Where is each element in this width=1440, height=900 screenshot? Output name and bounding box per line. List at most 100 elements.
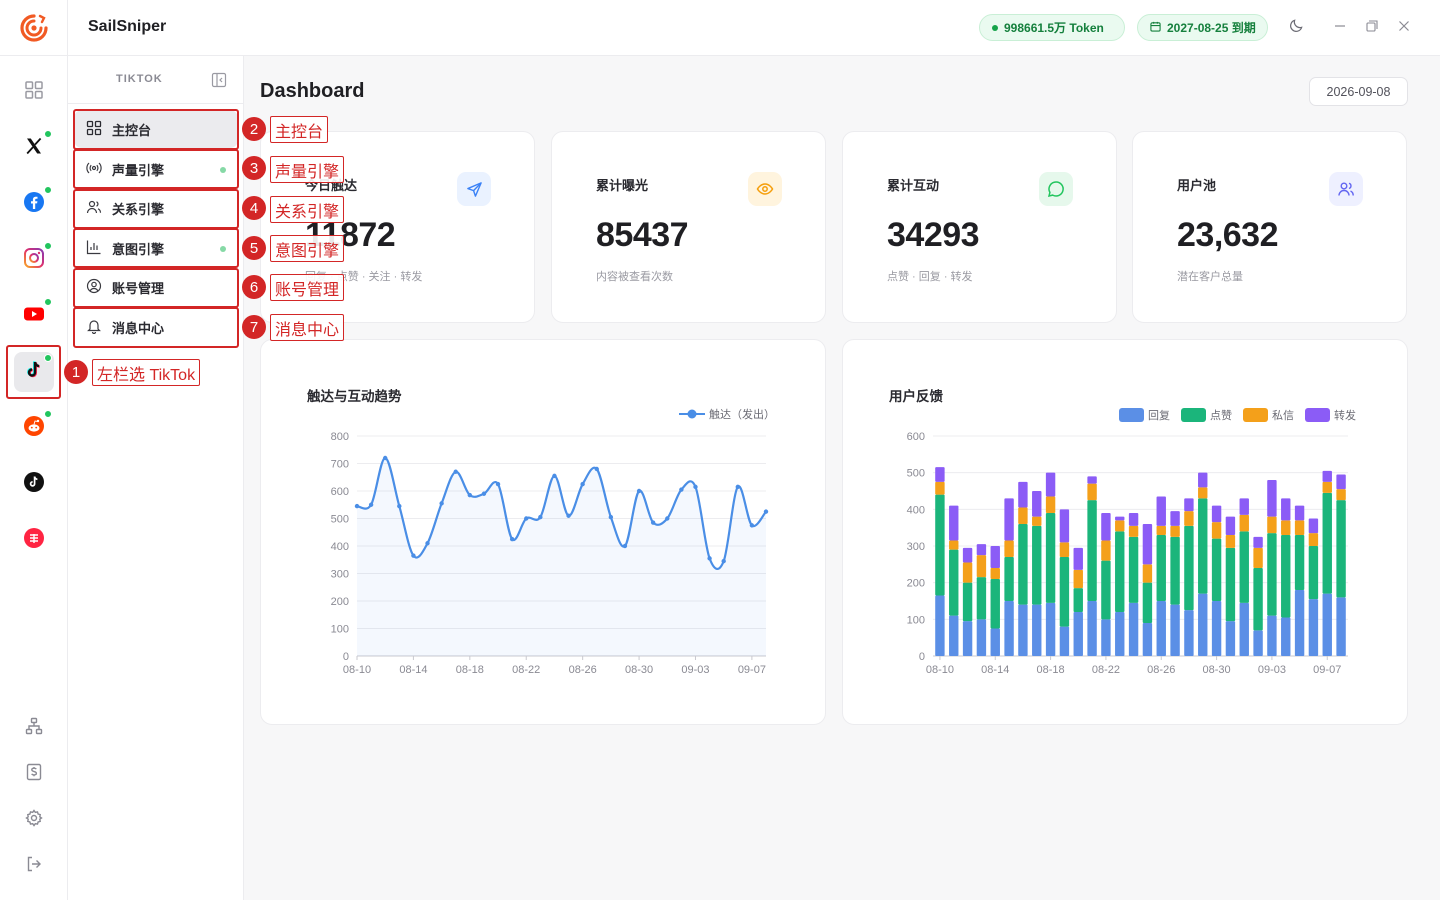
- bar-segment: [1059, 542, 1070, 557]
- data-point: [383, 455, 388, 461]
- close-button[interactable]: [1392, 16, 1416, 40]
- rail-tiktok-button[interactable]: [14, 352, 54, 392]
- legend-swatch: [1181, 408, 1206, 422]
- rail-logout-button[interactable]: [14, 846, 54, 886]
- sitemap-icon: [25, 717, 43, 740]
- y-tick-label: 700: [331, 459, 349, 471]
- y-tick-label: 300: [331, 569, 349, 581]
- bar-segment: [990, 568, 1000, 579]
- bar-segment: [1211, 505, 1222, 523]
- annotation-label: 账号管理: [270, 274, 345, 301]
- facebook-icon: [23, 191, 45, 218]
- sidebar-item-dashboard[interactable]: 主控台: [74, 110, 238, 148]
- data-point: [495, 481, 501, 487]
- bar-segment: [1032, 525, 1042, 605]
- maximize-button[interactable]: [1360, 16, 1384, 40]
- bar-segment: [1253, 630, 1263, 656]
- xiaohongshu-icon: [23, 527, 45, 554]
- rail-billing-button[interactable]: [14, 754, 54, 794]
- bar-segment: [1225, 547, 1236, 622]
- bar-segment: [1239, 602, 1249, 656]
- expiry-badge[interactable]: 2027-08-25 到期: [1137, 14, 1268, 41]
- token-balance-label: 998661.5万 Token: [1004, 21, 1104, 35]
- youtube-icon: [23, 303, 45, 330]
- stat-subtitle: 点赞 · 回复 · 转发: [887, 271, 973, 283]
- bar-segment: [1322, 593, 1332, 656]
- top-header: SailSniper 998661.5万 Token 2027-08-25 到期: [68, 0, 1440, 56]
- bar-segment: [1294, 535, 1305, 590]
- bar-segment: [962, 621, 973, 656]
- sidebar-collapse-button[interactable]: [211, 72, 227, 88]
- rail-xiaohongshu-button[interactable]: [14, 520, 54, 560]
- x-tick-label: 08-14: [981, 664, 1009, 676]
- sidebar-item-intent-engine[interactable]: 意图引擎: [74, 229, 238, 267]
- sidebar-item-account-management[interactable]: 账号管理: [74, 268, 238, 306]
- rail-settings-button[interactable]: [14, 800, 54, 840]
- data-point: [650, 520, 656, 525]
- bar-segment: [1059, 626, 1070, 656]
- bar-segment: [1115, 531, 1125, 612]
- date-badge[interactable]: 2026-09-08: [1309, 77, 1408, 106]
- bar-segment: [1142, 564, 1153, 583]
- bar-segment: [1018, 481, 1028, 508]
- rail-sitemap-button[interactable]: [14, 708, 54, 748]
- bar-segment: [1322, 470, 1332, 482]
- bar-segment: [1087, 601, 1097, 656]
- bar-segment: [1308, 599, 1319, 656]
- bar-segment: [1115, 516, 1125, 521]
- x-tick-label: 08-26: [1147, 664, 1175, 676]
- bar-segment: [976, 619, 987, 656]
- bar-segment: [1170, 536, 1180, 605]
- data-point: [354, 503, 360, 509]
- bar-segment: [1198, 593, 1208, 656]
- token-balance-badge[interactable]: 998661.5万 Token: [979, 14, 1125, 41]
- bar-segment: [1336, 597, 1346, 656]
- billing-icon: [25, 763, 43, 786]
- rail-dashboard-button[interactable]: [14, 72, 54, 112]
- expiry-label: 2027-08-25 到期: [1167, 21, 1256, 35]
- y-tick-label: 400: [331, 541, 349, 553]
- bar-segment: [1225, 535, 1236, 548]
- sidebar-item-voice-engine[interactable]: 声量引擎: [74, 150, 238, 188]
- rail-reddit-button[interactable]: [14, 408, 54, 448]
- bar-segment: [949, 505, 959, 541]
- bar-segment: [1128, 602, 1139, 656]
- legend-swatch: [1305, 408, 1330, 422]
- annotation-label: 声量引擎: [270, 156, 345, 183]
- rail-tiktok-alt-button[interactable]: [14, 464, 54, 504]
- moon-icon: [1289, 18, 1304, 38]
- send-icon: [457, 172, 491, 206]
- rail-youtube-button[interactable]: [14, 296, 54, 336]
- x-tick-label: 08-18: [1037, 664, 1065, 676]
- app-logo-icon[interactable]: [18, 12, 50, 44]
- legend-label: 触达（发出）: [709, 407, 775, 421]
- minimize-button[interactable]: [1328, 16, 1352, 40]
- data-point: [411, 553, 416, 558]
- sidebar-section-title: TIKTOK: [116, 73, 163, 85]
- bar-segment: [990, 579, 1000, 629]
- bar-segment: [1267, 533, 1277, 616]
- bar-segment: [1156, 525, 1166, 535]
- rail-instagram-button[interactable]: [14, 240, 54, 280]
- annotation-number: 4: [242, 196, 266, 220]
- data-point: [439, 501, 444, 506]
- bar-segment: [949, 540, 959, 550]
- legend-swatch: [1119, 408, 1144, 422]
- annotation-number: 1: [64, 360, 88, 384]
- sidebar-item-relation-engine[interactable]: 关系引擎: [74, 189, 238, 227]
- theme-toggle-button[interactable]: [1284, 16, 1308, 40]
- bar-segment: [1101, 540, 1111, 561]
- bar-segment: [1142, 623, 1153, 656]
- y-tick-label: 600: [331, 486, 349, 498]
- bar-segment: [976, 544, 987, 556]
- bar-segment: [1253, 547, 1263, 568]
- rail-facebook-button[interactable]: [14, 184, 54, 224]
- rail-x-button[interactable]: [14, 128, 54, 168]
- bar-segment: [1267, 615, 1277, 656]
- bar-segment: [1142, 524, 1153, 565]
- bar-segment: [935, 595, 945, 656]
- platform-rail: [0, 0, 68, 900]
- data-point: [707, 556, 712, 561]
- stat-card-exposure: 累计曝光 85437 内容被查看次数: [551, 131, 826, 323]
- sidebar-item-message-center[interactable]: 消息中心: [74, 308, 238, 346]
